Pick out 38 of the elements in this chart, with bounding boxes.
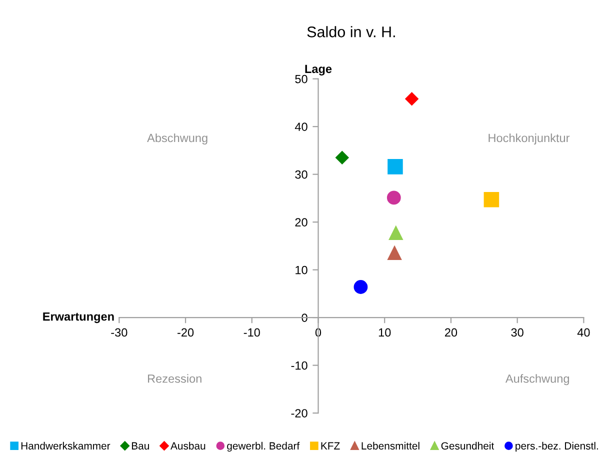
- y-tick-label: 40: [294, 122, 308, 131]
- point: [354, 280, 368, 294]
- point: [484, 192, 500, 208]
- y-tick-label: 50: [295, 74, 308, 84]
- x-tick-label: 10: [378, 328, 391, 337]
- y-tick-label: -20: [291, 409, 308, 418]
- legend-label: Bau: [132, 442, 149, 450]
- legend-label: Lebensmittel: [362, 442, 420, 450]
- legend-label: Handwerkskammer: [21, 442, 110, 450]
- annotation: Aufschwung: [505, 374, 569, 386]
- x-tick-label: 0: [315, 328, 322, 337]
- point: [336, 151, 349, 164]
- y-tick-label: 30: [295, 170, 308, 179]
- legend-label: KFZ: [321, 442, 340, 450]
- y-tick-label: 20: [295, 218, 308, 226]
- x-tick-label: -30: [111, 328, 128, 337]
- x-tick-label: 40: [577, 328, 590, 337]
- x-axis-title: Erwartungen: [43, 312, 114, 324]
- x-tick-label: 20: [444, 328, 458, 337]
- legend-label: Ausbau: [170, 442, 206, 450]
- annotation: Abschwung: [147, 133, 208, 144]
- x-tick-label: -20: [178, 328, 194, 337]
- y-tick-label: 10: [296, 266, 308, 274]
- point: [405, 92, 418, 106]
- x-tick-label: -10: [244, 328, 260, 337]
- point: [388, 246, 402, 260]
- legend-label: gewerbl. Bedarf: [227, 442, 300, 452]
- x-tick-label: 30: [511, 328, 524, 337]
- legend-label: Gesundheit: [441, 442, 494, 450]
- y-axis-title: Lage: [305, 64, 332, 76]
- chart-title: Saldo in v. H.: [307, 26, 395, 38]
- annotation: Hochkonjunktur: [488, 133, 570, 144]
- y-tick-label: -10: [291, 361, 308, 370]
- legend-label: pers.-bez. Dienstl.: [516, 442, 598, 452]
- point: [388, 159, 403, 174]
- point: [388, 226, 403, 240]
- point: [386, 190, 401, 205]
- annotation: Rezession: [148, 374, 202, 383]
